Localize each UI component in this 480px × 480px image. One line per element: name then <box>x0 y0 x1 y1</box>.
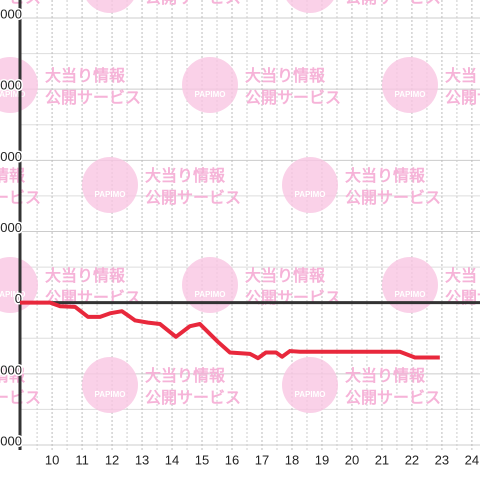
watermark-text: 大当り情報 <box>145 366 226 385</box>
watermark-text: 公開サービス <box>445 289 480 307</box>
x-tick-label: 18 <box>285 452 299 467</box>
watermark-text: 大当り情報 <box>345 166 426 185</box>
watermark-circle <box>382 57 438 113</box>
watermark-brand: PAPIMO <box>295 390 326 399</box>
watermark-text: 公開サービス <box>345 189 441 207</box>
y-tick-label: -20,000 <box>0 433 22 448</box>
watermark-brand: PAPIMO <box>295 190 326 199</box>
x-tick-label: 19 <box>315 452 329 467</box>
watermark-text: 大当り情報 <box>0 166 26 185</box>
x-tick-label: 17 <box>255 452 269 467</box>
watermark-text: 公開サービス <box>145 389 241 407</box>
watermark-text: 大当り情報 <box>445 266 480 285</box>
data-line <box>20 300 440 361</box>
y-tick-label: 40,000 <box>0 6 22 21</box>
watermark-circle <box>182 257 238 313</box>
y-tick-label: -10,000 <box>0 362 22 377</box>
watermark-brand: PAPIMO <box>0 90 25 99</box>
watermark-brand: PAPIMO <box>95 190 126 199</box>
x-tick-label: 15 <box>195 452 209 467</box>
watermark-text: 公開サービス <box>45 89 141 107</box>
watermark-text: 公開サービス <box>145 0 241 7</box>
watermark-brand: PAPIMO <box>395 290 426 299</box>
watermark-circle <box>282 357 338 413</box>
x-tick-label: 11 <box>75 452 89 467</box>
watermark-text: 大当り情報 <box>45 66 126 85</box>
watermark-text: 公開サービス <box>345 0 441 7</box>
watermark-text: 大当り情報 <box>445 66 480 85</box>
watermark-circle <box>86 0 134 13</box>
x-tick-label: 12 <box>105 452 119 467</box>
watermark-text: 公開サービス <box>445 89 480 107</box>
watermark-brand: PAPIMO <box>195 290 226 299</box>
y-tick-label: 30,000 <box>0 78 22 93</box>
watermark-circle <box>282 157 338 213</box>
x-tick-label: 13 <box>135 452 149 467</box>
watermark-text: 大当り情報 <box>345 366 426 385</box>
x-tick-label: 20 <box>345 452 359 467</box>
y-tick-label: 0 <box>15 291 22 306</box>
watermark-text: 公開サービス <box>145 189 241 207</box>
y-tick-label: 20,000 <box>0 149 22 164</box>
x-tick-label: 16 <box>225 452 239 467</box>
watermark-text: 公開サービス <box>245 289 341 307</box>
watermark-text: 大当り情報 <box>245 266 326 285</box>
x-tick-label: 22 <box>405 452 419 467</box>
x-tick-label: 10 <box>45 452 59 467</box>
watermark-text: 大当り情報 <box>145 166 226 185</box>
watermark-text: 大当り情報 <box>45 266 126 285</box>
watermark-text: 大当り情報 <box>245 66 326 85</box>
watermark-brand: PAPIMO <box>395 90 426 99</box>
watermark-circle <box>382 257 438 313</box>
watermark-brand: PAPIMO <box>0 290 25 299</box>
watermark-text: 公開サービス <box>245 89 341 107</box>
x-tick-label: 21 <box>375 452 389 467</box>
watermark-brand: PAPIMO <box>95 390 126 399</box>
y-tick-label: 10,000 <box>0 220 22 235</box>
watermark-circle <box>82 157 138 213</box>
watermark-circle <box>286 0 334 13</box>
watermark-text: 公開サービス <box>345 389 441 407</box>
x-tick-label: 24 <box>465 452 479 467</box>
x-tick-label: 23 <box>435 452 449 467</box>
x-tick-label: 14 <box>165 452 179 467</box>
watermark-circle <box>182 57 238 113</box>
watermark-circle <box>82 357 138 413</box>
watermark-brand: PAPIMO <box>195 90 226 99</box>
